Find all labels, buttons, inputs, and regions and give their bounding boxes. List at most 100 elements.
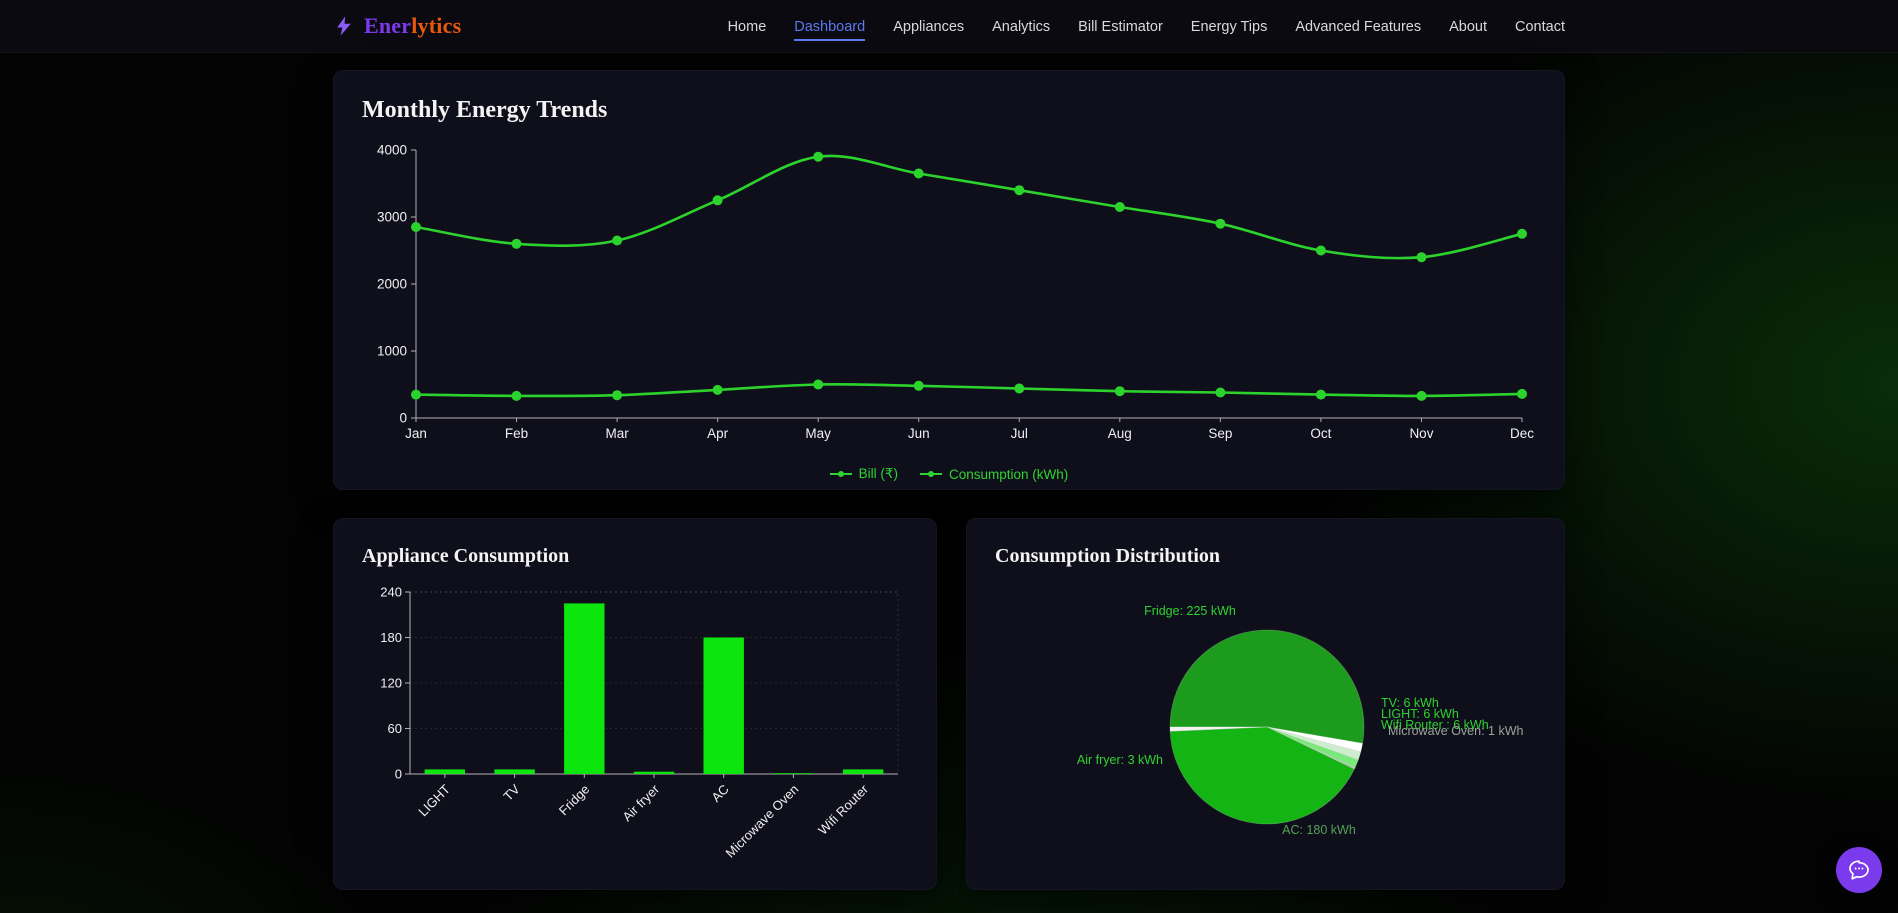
svg-text:TV: TV bbox=[500, 781, 523, 804]
chart-bar[interactable] bbox=[633, 771, 675, 774]
data-point[interactable] bbox=[813, 151, 824, 162]
header-inner: Enerlytics Home Dashboard Appliances Analyt… bbox=[333, 12, 1565, 41]
chat-bubble-icon bbox=[1847, 858, 1871, 882]
svg-text:3000: 3000 bbox=[377, 210, 407, 225]
svg-text:Jul: Jul bbox=[1011, 426, 1028, 441]
bottom-row: Appliance Consumption 0 60 120 180 240 LIGHT T… bbox=[333, 518, 1565, 890]
data-point[interactable] bbox=[1315, 245, 1326, 256]
monthly-trends-card: Monthly Energy Trends 0 1000 2000 3000 4000 J… bbox=[333, 70, 1565, 490]
chart-bar[interactable] bbox=[424, 769, 465, 774]
pie-slice[interactable] bbox=[1169, 629, 1365, 744]
svg-text:Mar: Mar bbox=[605, 426, 629, 441]
nav-link-contact[interactable]: Contact bbox=[1515, 18, 1565, 35]
svg-text:Feb: Feb bbox=[505, 426, 528, 441]
pie-slice[interactable] bbox=[1266, 726, 1356, 770]
data-point[interactable] bbox=[712, 195, 723, 206]
svg-text:1000: 1000 bbox=[377, 344, 407, 359]
nav-link-advanced-features[interactable]: Advanced Features bbox=[1295, 18, 1422, 35]
consumption-distribution-title: Consumption Distribution bbox=[995, 545, 1221, 567]
data-point[interactable] bbox=[1014, 185, 1025, 196]
lightning-bolt-icon bbox=[333, 15, 355, 37]
data-point[interactable] bbox=[913, 168, 924, 179]
nav-link-about[interactable]: About bbox=[1449, 18, 1488, 35]
data-point[interactable] bbox=[1416, 252, 1427, 263]
chart-bar[interactable] bbox=[703, 637, 744, 775]
nav-link-analytics[interactable]: Analytics bbox=[992, 18, 1051, 35]
data-point[interactable] bbox=[1517, 388, 1527, 399]
svg-text:60: 60 bbox=[388, 721, 402, 736]
svg-text:120: 120 bbox=[380, 676, 402, 691]
data-point[interactable] bbox=[712, 384, 723, 395]
svg-text:Aug: Aug bbox=[1108, 426, 1132, 441]
line-series bbox=[415, 383, 1523, 398]
nav-link-home[interactable]: Home bbox=[727, 18, 767, 35]
pie-slice[interactable] bbox=[1169, 726, 1268, 732]
appliance-consumption-card: Appliance Consumption 0 60 120 180 240 LIGHT T… bbox=[333, 518, 937, 890]
nav-link-energy-tips[interactable]: Energy Tips bbox=[1190, 18, 1268, 35]
svg-text:Fridge: Fridge bbox=[556, 782, 593, 819]
legend-label: Consumption (kWh) bbox=[949, 466, 1069, 482]
header: Enerlytics Home Dashboard Appliances Analyt… bbox=[0, 0, 1898, 53]
data-point[interactable] bbox=[1215, 218, 1226, 229]
svg-text:Microwave Oven: Microwave Oven bbox=[722, 782, 801, 861]
svg-text:Sep: Sep bbox=[1208, 426, 1232, 441]
chart-bar[interactable] bbox=[773, 773, 814, 774]
brand-logo[interactable]: Enerlytics bbox=[333, 13, 461, 39]
chart-bar[interactable] bbox=[842, 769, 884, 774]
data-point[interactable] bbox=[1114, 386, 1125, 397]
brand-name-secondary: lytics bbox=[411, 13, 462, 38]
data-point[interactable] bbox=[411, 389, 421, 400]
data-point[interactable] bbox=[913, 380, 924, 391]
data-point[interactable] bbox=[1014, 383, 1025, 394]
brand-name-primary: Ener bbox=[364, 13, 412, 38]
chart-bar[interactable] bbox=[564, 603, 605, 774]
svg-text:4000: 4000 bbox=[377, 143, 407, 158]
nav-link-dashboard[interactable]: Dashboard bbox=[794, 12, 866, 41]
data-point[interactable] bbox=[612, 390, 623, 401]
data-point[interactable] bbox=[511, 390, 522, 401]
svg-text:Apr: Apr bbox=[707, 426, 729, 441]
legend-marker-icon bbox=[920, 469, 943, 479]
nav: Home Dashboard Appliances Analytics Bill Est… bbox=[728, 12, 1565, 41]
appliance-bar-chart[interactable]: 0 60 120 180 240 LIGHT TV Fridge Air fryer ACMicr… bbox=[362, 578, 910, 870]
data-point[interactable] bbox=[1114, 202, 1125, 212]
legend-item[interactable]: Bill (₹) bbox=[829, 466, 898, 482]
svg-text:0: 0 bbox=[395, 767, 402, 782]
data-point[interactable] bbox=[511, 238, 522, 249]
svg-text:AC: AC bbox=[708, 782, 731, 805]
svg-text:2000: 2000 bbox=[377, 277, 407, 292]
legend-item[interactable]: Consumption (kWh) bbox=[920, 467, 1068, 482]
pie-label: Microwave Oven: 1 kWh bbox=[1388, 724, 1524, 738]
pie-label: AC: 180 kWh bbox=[1282, 823, 1356, 837]
pie-label: LIGHT: 6 kWh bbox=[1381, 707, 1459, 721]
pie-label: Air fryer: 3 kWh bbox=[1077, 753, 1163, 767]
svg-text:Oct: Oct bbox=[1310, 426, 1331, 441]
data-point[interactable] bbox=[1215, 387, 1226, 398]
data-point[interactable] bbox=[411, 222, 421, 232]
brand-name: Enerlytics bbox=[364, 13, 461, 39]
data-point[interactable] bbox=[813, 379, 824, 390]
data-point[interactable] bbox=[1517, 228, 1527, 239]
data-point[interactable] bbox=[612, 235, 623, 246]
pie-label: TV: 6 kWh bbox=[1381, 696, 1439, 710]
chat-button[interactable] bbox=[1836, 847, 1882, 893]
trends-legend: Bill (₹) Consumption (kWh) bbox=[362, 466, 1536, 482]
svg-text:Nov: Nov bbox=[1409, 426, 1433, 441]
data-point[interactable] bbox=[1315, 389, 1326, 400]
monthly-trends-chart[interactable]: 0 1000 2000 3000 4000 Jan Feb Mar Apr May Jun Jul Au… bbox=[362, 132, 1538, 462]
svg-text:Jun: Jun bbox=[908, 426, 930, 441]
nav-link-bill-estimator[interactable]: Bill Estimator bbox=[1078, 18, 1163, 35]
pie-slice[interactable] bbox=[1169, 726, 1355, 825]
pie-slice[interactable] bbox=[1266, 726, 1362, 761]
pie-slice[interactable] bbox=[1266, 726, 1359, 769]
svg-text:180: 180 bbox=[380, 630, 402, 645]
data-point[interactable] bbox=[1416, 390, 1427, 401]
svg-text:Air fryer: Air fryer bbox=[619, 781, 662, 824]
chart-bar[interactable] bbox=[494, 769, 535, 774]
svg-text:0: 0 bbox=[399, 411, 407, 426]
pie-slice[interactable] bbox=[1266, 726, 1364, 753]
svg-text:May: May bbox=[805, 426, 831, 441]
pie-label: Fridge: 225 kWh bbox=[1144, 604, 1236, 618]
nav-link-appliances[interactable]: Appliances bbox=[893, 18, 965, 35]
